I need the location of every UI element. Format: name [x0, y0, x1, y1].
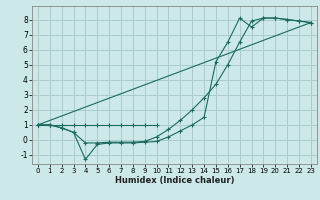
X-axis label: Humidex (Indice chaleur): Humidex (Indice chaleur): [115, 176, 234, 185]
